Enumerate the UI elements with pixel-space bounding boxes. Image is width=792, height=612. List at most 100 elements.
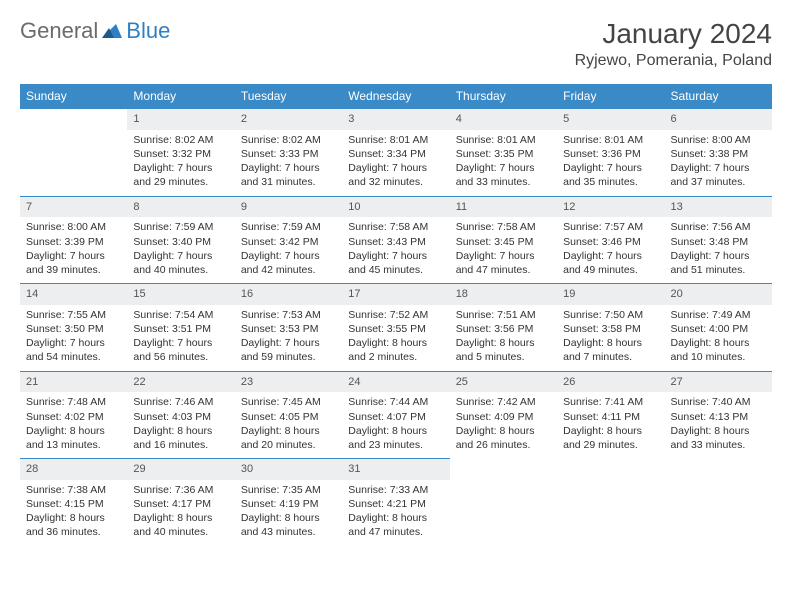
sunrise-line: Sunrise: 7:59 AM	[241, 220, 336, 234]
day-number: 2	[235, 109, 342, 130]
sunset-line: Sunset: 4:13 PM	[671, 410, 766, 424]
day-details: Sunrise: 7:33 AMSunset: 4:21 PMDaylight:…	[342, 480, 449, 546]
day-number: 30	[235, 459, 342, 480]
day-number: 14	[20, 284, 127, 305]
calendar-week-row: 21Sunrise: 7:48 AMSunset: 4:02 PMDayligh…	[20, 371, 772, 459]
weekday-header: Monday	[127, 84, 234, 109]
sunset-line: Sunset: 3:40 PM	[133, 235, 228, 249]
daylight-line: Daylight: 8 hours and 5 minutes.	[456, 336, 551, 364]
day-number: 10	[342, 197, 449, 218]
day-details: Sunrise: 8:01 AMSunset: 3:34 PMDaylight:…	[342, 130, 449, 196]
sunset-line: Sunset: 3:34 PM	[348, 147, 443, 161]
sunrise-line: Sunrise: 7:58 AM	[456, 220, 551, 234]
calendar-day-cell: 1Sunrise: 8:02 AMSunset: 3:32 PMDaylight…	[127, 109, 234, 197]
day-number: 26	[557, 372, 664, 393]
sunrise-line: Sunrise: 7:53 AM	[241, 308, 336, 322]
day-details: Sunrise: 8:00 AMSunset: 3:39 PMDaylight:…	[20, 217, 127, 283]
daylight-line: Daylight: 7 hours and 37 minutes.	[671, 161, 766, 189]
day-details: Sunrise: 7:41 AMSunset: 4:11 PMDaylight:…	[557, 392, 664, 458]
daylight-line: Daylight: 8 hours and 33 minutes.	[671, 424, 766, 452]
calendar-day-cell: 20Sunrise: 7:49 AMSunset: 4:00 PMDayligh…	[665, 284, 772, 372]
weekday-header: Tuesday	[235, 84, 342, 109]
sunset-line: Sunset: 3:32 PM	[133, 147, 228, 161]
calendar-day-cell: 3Sunrise: 8:01 AMSunset: 3:34 PMDaylight…	[342, 109, 449, 197]
weekday-header: Saturday	[665, 84, 772, 109]
sunrise-line: Sunrise: 7:45 AM	[241, 395, 336, 409]
day-number: 27	[665, 372, 772, 393]
daylight-line: Daylight: 7 hours and 33 minutes.	[456, 161, 551, 189]
calendar-day-cell: 13Sunrise: 7:56 AMSunset: 3:48 PMDayligh…	[665, 196, 772, 284]
calendar-day-cell: 10Sunrise: 7:58 AMSunset: 3:43 PMDayligh…	[342, 196, 449, 284]
daylight-line: Daylight: 8 hours and 7 minutes.	[563, 336, 658, 364]
day-number: 16	[235, 284, 342, 305]
sunset-line: Sunset: 4:17 PM	[133, 497, 228, 511]
sunset-line: Sunset: 3:42 PM	[241, 235, 336, 249]
day-details: Sunrise: 8:02 AMSunset: 3:33 PMDaylight:…	[235, 130, 342, 196]
calendar-day-cell: 28Sunrise: 7:38 AMSunset: 4:15 PMDayligh…	[20, 459, 127, 546]
sunset-line: Sunset: 3:56 PM	[456, 322, 551, 336]
day-details: Sunrise: 7:46 AMSunset: 4:03 PMDaylight:…	[127, 392, 234, 458]
day-details: Sunrise: 7:58 AMSunset: 3:45 PMDaylight:…	[450, 217, 557, 283]
sunrise-line: Sunrise: 7:46 AM	[133, 395, 228, 409]
calendar-table: Sunday Monday Tuesday Wednesday Thursday…	[20, 84, 772, 546]
daylight-line: Daylight: 7 hours and 47 minutes.	[456, 249, 551, 277]
day-number: 5	[557, 109, 664, 130]
calendar-day-cell: 11Sunrise: 7:58 AMSunset: 3:45 PMDayligh…	[450, 196, 557, 284]
calendar-day-cell: 4Sunrise: 8:01 AMSunset: 3:35 PMDaylight…	[450, 109, 557, 197]
calendar-day-cell	[557, 459, 664, 546]
calendar-day-cell: 12Sunrise: 7:57 AMSunset: 3:46 PMDayligh…	[557, 196, 664, 284]
logo-text-general: General	[20, 18, 98, 44]
sunset-line: Sunset: 4:09 PM	[456, 410, 551, 424]
sunrise-line: Sunrise: 7:56 AM	[671, 220, 766, 234]
day-number: 28	[20, 459, 127, 480]
weekday-header: Friday	[557, 84, 664, 109]
sunrise-line: Sunrise: 7:38 AM	[26, 483, 121, 497]
logo-text-blue: Blue	[126, 18, 170, 44]
title-block: January 2024 Ryjewo, Pomerania, Poland	[575, 18, 772, 70]
sunrise-line: Sunrise: 8:01 AM	[563, 133, 658, 147]
sunrise-line: Sunrise: 7:55 AM	[26, 308, 121, 322]
sunset-line: Sunset: 3:58 PM	[563, 322, 658, 336]
daylight-line: Daylight: 8 hours and 40 minutes.	[133, 511, 228, 539]
calendar-week-row: 14Sunrise: 7:55 AMSunset: 3:50 PMDayligh…	[20, 284, 772, 372]
day-details: Sunrise: 7:51 AMSunset: 3:56 PMDaylight:…	[450, 305, 557, 371]
calendar-day-cell: 2Sunrise: 8:02 AMSunset: 3:33 PMDaylight…	[235, 109, 342, 197]
calendar-day-cell: 17Sunrise: 7:52 AMSunset: 3:55 PMDayligh…	[342, 284, 449, 372]
day-number: 23	[235, 372, 342, 393]
calendar-week-row: 28Sunrise: 7:38 AMSunset: 4:15 PMDayligh…	[20, 459, 772, 546]
daylight-line: Daylight: 8 hours and 13 minutes.	[26, 424, 121, 452]
sunset-line: Sunset: 4:19 PM	[241, 497, 336, 511]
location: Ryjewo, Pomerania, Poland	[575, 52, 772, 70]
sunset-line: Sunset: 4:00 PM	[671, 322, 766, 336]
sunrise-line: Sunrise: 7:42 AM	[456, 395, 551, 409]
day-number: 21	[20, 372, 127, 393]
sunrise-line: Sunrise: 7:49 AM	[671, 308, 766, 322]
sunset-line: Sunset: 3:33 PM	[241, 147, 336, 161]
sunset-line: Sunset: 3:38 PM	[671, 147, 766, 161]
sunrise-line: Sunrise: 7:50 AM	[563, 308, 658, 322]
daylight-line: Daylight: 7 hours and 45 minutes.	[348, 249, 443, 277]
day-number: 19	[557, 284, 664, 305]
daylight-line: Daylight: 8 hours and 43 minutes.	[241, 511, 336, 539]
day-details: Sunrise: 7:58 AMSunset: 3:43 PMDaylight:…	[342, 217, 449, 283]
day-number: 11	[450, 197, 557, 218]
daylight-line: Daylight: 8 hours and 20 minutes.	[241, 424, 336, 452]
day-details: Sunrise: 7:59 AMSunset: 3:40 PMDaylight:…	[127, 217, 234, 283]
calendar-day-cell	[665, 459, 772, 546]
calendar-day-cell: 15Sunrise: 7:54 AMSunset: 3:51 PMDayligh…	[127, 284, 234, 372]
sunrise-line: Sunrise: 8:02 AM	[133, 133, 228, 147]
daylight-line: Daylight: 8 hours and 36 minutes.	[26, 511, 121, 539]
weekday-header: Sunday	[20, 84, 127, 109]
calendar-day-cell: 5Sunrise: 8:01 AMSunset: 3:36 PMDaylight…	[557, 109, 664, 197]
day-details: Sunrise: 7:44 AMSunset: 4:07 PMDaylight:…	[342, 392, 449, 458]
day-details: Sunrise: 7:53 AMSunset: 3:53 PMDaylight:…	[235, 305, 342, 371]
day-details: Sunrise: 7:55 AMSunset: 3:50 PMDaylight:…	[20, 305, 127, 371]
calendar-day-cell	[450, 459, 557, 546]
sunrise-line: Sunrise: 7:51 AM	[456, 308, 551, 322]
day-number: 4	[450, 109, 557, 130]
sunset-line: Sunset: 3:45 PM	[456, 235, 551, 249]
calendar-day-cell: 22Sunrise: 7:46 AMSunset: 4:03 PMDayligh…	[127, 371, 234, 459]
calendar-day-cell: 6Sunrise: 8:00 AMSunset: 3:38 PMDaylight…	[665, 109, 772, 197]
sunset-line: Sunset: 3:55 PM	[348, 322, 443, 336]
calendar-day-cell: 30Sunrise: 7:35 AMSunset: 4:19 PMDayligh…	[235, 459, 342, 546]
